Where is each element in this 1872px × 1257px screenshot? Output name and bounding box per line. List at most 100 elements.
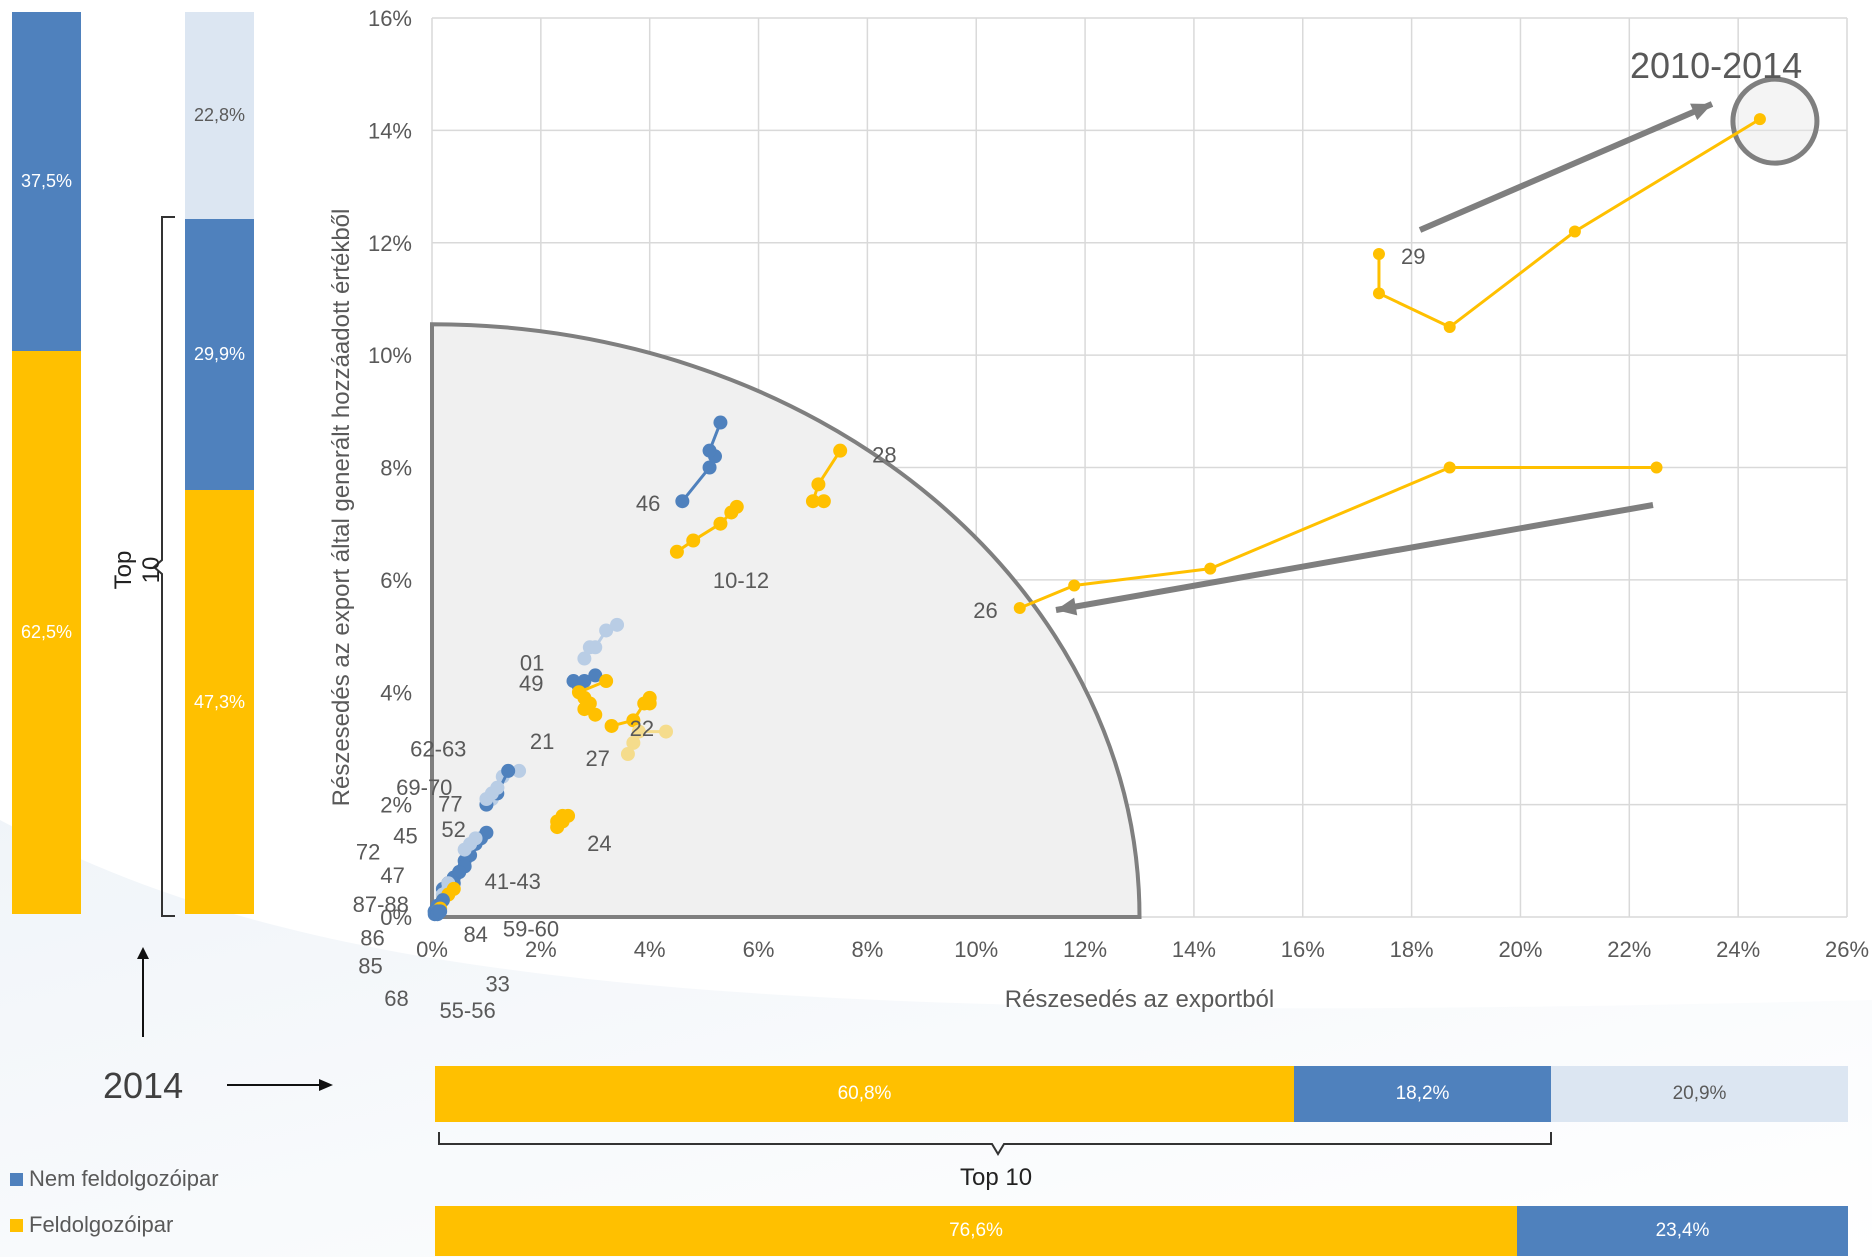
bar-2010-manufacturing: 62,5% bbox=[12, 351, 81, 914]
data-point-29 bbox=[1753, 113, 1766, 126]
data-point-01 bbox=[577, 651, 592, 666]
data-point-10-12 bbox=[669, 544, 684, 559]
data-point-29 bbox=[1372, 247, 1385, 260]
hbar-top10-non-manufacturing: 23,4% bbox=[1517, 1206, 1848, 1256]
series-label-49: 49 bbox=[519, 671, 543, 696]
series-label-27: 27 bbox=[585, 746, 609, 771]
x-tick-label: 4% bbox=[634, 937, 666, 962]
chart-series bbox=[427, 76, 1820, 922]
highlight-quarter-circle bbox=[430, 322, 1142, 919]
x-tick-label: 26% bbox=[1825, 937, 1869, 962]
series-label-26: 26 bbox=[973, 598, 997, 623]
series-label-24: 24 bbox=[587, 831, 611, 856]
series-label-29: 29 bbox=[1401, 244, 1425, 269]
series-label-55-56: 55-56 bbox=[439, 998, 495, 1023]
data-point-46 bbox=[675, 494, 690, 509]
data-point-01 bbox=[588, 640, 603, 655]
hbar-all-other: 20,9% bbox=[1551, 1066, 1848, 1122]
bar-2014: 22,8% 29,9% 47,3% bbox=[185, 12, 254, 914]
right-arrow-icon bbox=[227, 1079, 333, 1091]
data-point-49 bbox=[588, 668, 603, 683]
data-point-49 bbox=[577, 674, 592, 689]
data-point-52 bbox=[512, 763, 527, 778]
data-point-27 bbox=[626, 735, 641, 750]
series-label-52: 52 bbox=[441, 817, 465, 842]
data-point-21 bbox=[599, 674, 614, 689]
data-point-77 bbox=[468, 831, 483, 846]
y-tick-label: 12% bbox=[368, 231, 412, 256]
data-point-22 bbox=[642, 690, 657, 705]
x-tick-label: 16% bbox=[1281, 937, 1325, 962]
series-label-28: 28 bbox=[872, 443, 896, 468]
data-point-22 bbox=[626, 713, 641, 728]
x-tick-label: 12% bbox=[1063, 937, 1107, 962]
series-label-21: 21 bbox=[530, 729, 554, 754]
x-tick-label: 18% bbox=[1390, 937, 1434, 962]
y-tick-label: 4% bbox=[380, 680, 412, 705]
data-point-28 bbox=[811, 477, 826, 492]
x-axis-label: Részesedés az exportból bbox=[1005, 986, 1274, 1013]
data-point-26 bbox=[1443, 461, 1456, 474]
top10-vertical-bracket bbox=[152, 216, 175, 917]
data-point-62-63 bbox=[501, 763, 516, 778]
x-tick-label: 24% bbox=[1716, 937, 1760, 962]
hbar-all-non-manufacturing: 18,2% bbox=[1294, 1066, 1551, 1122]
data-point-10-12 bbox=[713, 516, 728, 531]
data-point-26 bbox=[1013, 601, 1026, 614]
trend-arrow-26-head bbox=[1056, 597, 1078, 616]
series-label-86: 86 bbox=[360, 925, 384, 950]
x-tick-label: 14% bbox=[1172, 937, 1216, 962]
data-point-01 bbox=[610, 617, 625, 632]
series-label-62-63: 62-63 bbox=[410, 737, 466, 762]
data-point-22 bbox=[604, 718, 619, 733]
series-label-77: 77 bbox=[438, 792, 462, 817]
series-label-84: 84 bbox=[463, 922, 487, 947]
series-label-85: 85 bbox=[358, 953, 382, 978]
x-tick-label: 0% bbox=[416, 937, 448, 962]
data-point-21 bbox=[588, 707, 603, 722]
data-point-24 bbox=[555, 814, 570, 829]
legend-manufacturing: Feldolgozóipar bbox=[10, 1212, 173, 1238]
data-point-26 bbox=[1650, 461, 1663, 474]
legend-swatch-yellow bbox=[10, 1218, 23, 1232]
data-point-87-88 bbox=[446, 881, 461, 896]
series-label-41-43: 41-43 bbox=[485, 869, 541, 894]
series-label-72: 72 bbox=[356, 839, 380, 864]
top10-horizontal-bracket bbox=[438, 1132, 1552, 1156]
x-tick-label: 2% bbox=[525, 937, 557, 962]
y-tick-label: 16% bbox=[368, 6, 412, 31]
y-tick-label: 0% bbox=[380, 905, 412, 930]
data-point-27 bbox=[659, 724, 674, 739]
data-point-46 bbox=[702, 460, 717, 475]
data-point-26 bbox=[1068, 579, 1081, 592]
data-point-72 bbox=[452, 865, 467, 880]
data-point-28 bbox=[816, 494, 831, 509]
bar-2014-other: 22,8% bbox=[185, 12, 254, 219]
data-point-28 bbox=[805, 494, 820, 509]
data-point-29 bbox=[1372, 287, 1385, 300]
series-label-87-88: 87-88 bbox=[353, 892, 409, 917]
data-point-10-12 bbox=[686, 533, 701, 548]
y-tick-label: 6% bbox=[380, 568, 412, 593]
x-tick-label: 20% bbox=[1498, 937, 1542, 962]
x-tick-label: 22% bbox=[1607, 937, 1651, 962]
series-label-68: 68 bbox=[384, 986, 408, 1011]
series-label-69-70: 69-70 bbox=[396, 775, 452, 800]
data-point-29 bbox=[1443, 321, 1456, 334]
year-label: 2014 bbox=[103, 1065, 184, 1106]
up-arrow-icon bbox=[137, 947, 149, 1037]
series-label-47: 47 bbox=[380, 863, 404, 888]
hbar-top10-manufacturing: 76,6% bbox=[435, 1206, 1517, 1256]
trend-arrow-26 bbox=[1055, 502, 1654, 613]
hbar-all-manufacturing: 60,8% bbox=[435, 1066, 1294, 1122]
hbar-2014-top10: 76,6% 23,4% bbox=[435, 1206, 1848, 1256]
chart-ticks: 0% 2% 4% 6% 8% 10% 12% 14% 16% 18% 20% 22% 24% 26% 0% 2… bbox=[368, 6, 1869, 962]
data-point-26 bbox=[1204, 562, 1217, 575]
top10-horizontal-label: Top 10 bbox=[960, 1164, 1033, 1191]
data-point-46 bbox=[713, 415, 728, 430]
data-point-27 bbox=[631, 724, 646, 739]
bar-2010: 37,5% 62,5% bbox=[12, 12, 81, 914]
bar-2010-non-manufacturing: 37,5% bbox=[12, 12, 81, 351]
data-point-29 bbox=[1568, 225, 1581, 238]
